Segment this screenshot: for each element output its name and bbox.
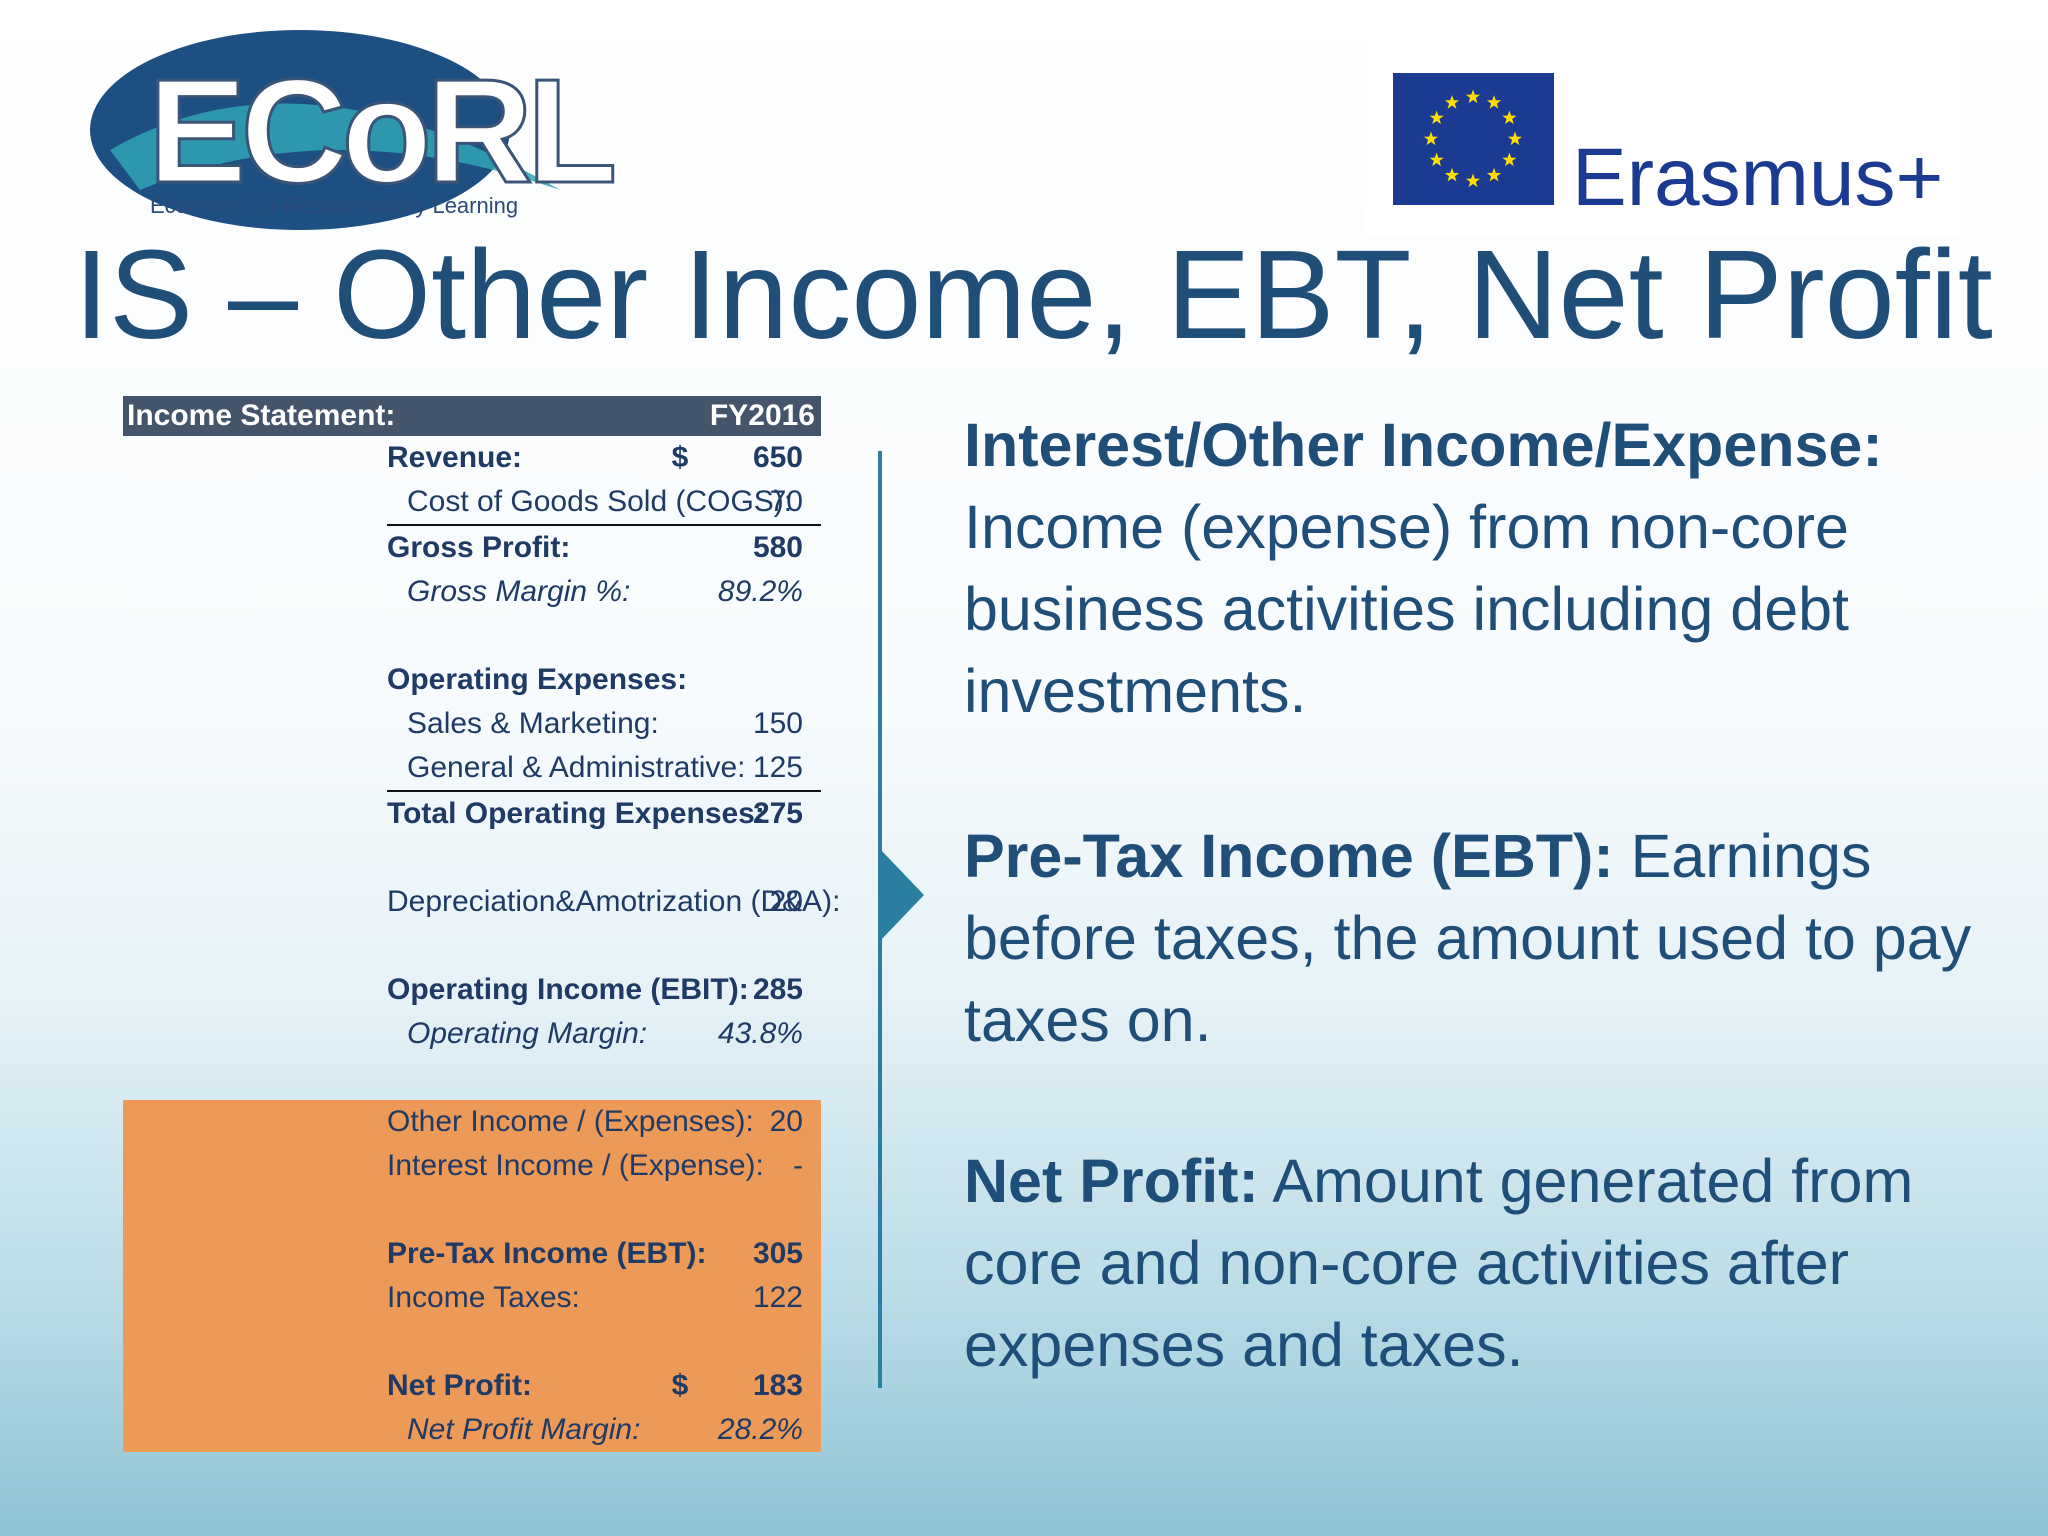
- row-value: 285: [752, 973, 803, 1006]
- eu-star: [1507, 131, 1523, 146]
- row-value: 580: [709, 524, 821, 570]
- eu-stars: [1423, 89, 1523, 188]
- row-label: Net Profit Margin:: [387, 1408, 651, 1452]
- row-value: 43.8%: [717, 1017, 803, 1050]
- eu-star: [1465, 173, 1481, 188]
- row-value: 125: [752, 751, 803, 784]
- row-value: 275: [709, 790, 821, 836]
- row-label: Sales & Marketing:: [407, 707, 659, 740]
- row-value: 650: [752, 441, 803, 474]
- note: Pre-Tax Income (EBT): Earnings before ta…: [964, 815, 2024, 1061]
- row-label: Total Operating Expenses:: [387, 790, 765, 836]
- eu-star: [1502, 152, 1517, 167]
- logo-tagline: Economy Co-Responsability Learning: [150, 193, 518, 218]
- row-label: General & Administrative:: [407, 751, 746, 784]
- note: Net Profit: Amount generated from core a…: [964, 1140, 2024, 1386]
- eu-star: [1429, 110, 1444, 125]
- row-value: 70: [769, 485, 803, 518]
- row-label: Revenue:: [387, 441, 523, 474]
- row-label: Interest Income / (Expense):: [387, 1144, 764, 1188]
- row-label: Operating Income (EBIT):: [387, 973, 749, 1006]
- note-text: Earnings before taxes, the amount used t…: [964, 822, 1972, 1054]
- eu-star: [1486, 95, 1502, 109]
- row-label: Pre-Tax Income (EBT):: [387, 1232, 707, 1276]
- eu-star: [1486, 167, 1502, 182]
- row-value: 89.2%: [717, 575, 803, 608]
- row-value: 305: [709, 1232, 821, 1276]
- note-heading: Net Profit:: [964, 1147, 1259, 1215]
- note-heading: Pre-Tax Income (EBT):: [964, 822, 1614, 890]
- row-label: Gross Margin %:: [407, 575, 631, 608]
- eu-star: [1429, 152, 1444, 167]
- slide-title: IS – Other Income, EBT, Net Profit: [74, 224, 1993, 365]
- header-label: Income Statement:: [123, 396, 651, 436]
- eu-star: [1423, 131, 1439, 146]
- row-value: 20: [709, 1100, 821, 1144]
- header-year: FY2016: [709, 396, 821, 436]
- logo-wave: [110, 103, 560, 190]
- eu-star: [1502, 110, 1517, 125]
- note-heading: Interest/Other Income/Expense:: [964, 411, 1883, 479]
- row-label: Other Income / (Expenses):: [387, 1100, 754, 1144]
- row-value: 20: [769, 885, 803, 918]
- currency: $: [651, 1364, 709, 1408]
- row-value: 183: [709, 1364, 821, 1408]
- row-label: Cost of Goods Sold (COGS):: [407, 485, 793, 518]
- row-value: -: [709, 1144, 821, 1188]
- note-text: Amount generated from core and non-core …: [964, 1147, 1914, 1379]
- row-label: Operating Margin:: [407, 1017, 648, 1050]
- row-value: 28.2%: [709, 1408, 821, 1452]
- row-label: Net Profit:: [387, 1364, 651, 1408]
- eu-star: [1444, 167, 1460, 182]
- income-statement: Income Statement: FY2016 Revenue: $650 Cos…: [123, 396, 841, 1452]
- row-label: Income Taxes:: [387, 1276, 651, 1320]
- currency: $: [671, 441, 689, 474]
- eu-star: [1444, 95, 1460, 109]
- eu-star: [1465, 89, 1481, 104]
- row-label: Gross Profit:: [387, 524, 651, 570]
- row-value: 150: [752, 707, 803, 740]
- divider-arrow: [880, 849, 924, 941]
- row-value: 122: [709, 1276, 821, 1320]
- logo-text: ECoRL: [148, 49, 613, 214]
- erasmus-text: Erasmus+: [1572, 132, 1943, 223]
- note: Interest/Other Income/Expense: Income (e…: [964, 404, 2024, 732]
- row-label: Operating Expenses:: [387, 663, 688, 696]
- note-text: Income (expense) from non-core business …: [964, 493, 1850, 725]
- row-label: Depreciation&Amotrization (D&A):: [387, 885, 841, 918]
